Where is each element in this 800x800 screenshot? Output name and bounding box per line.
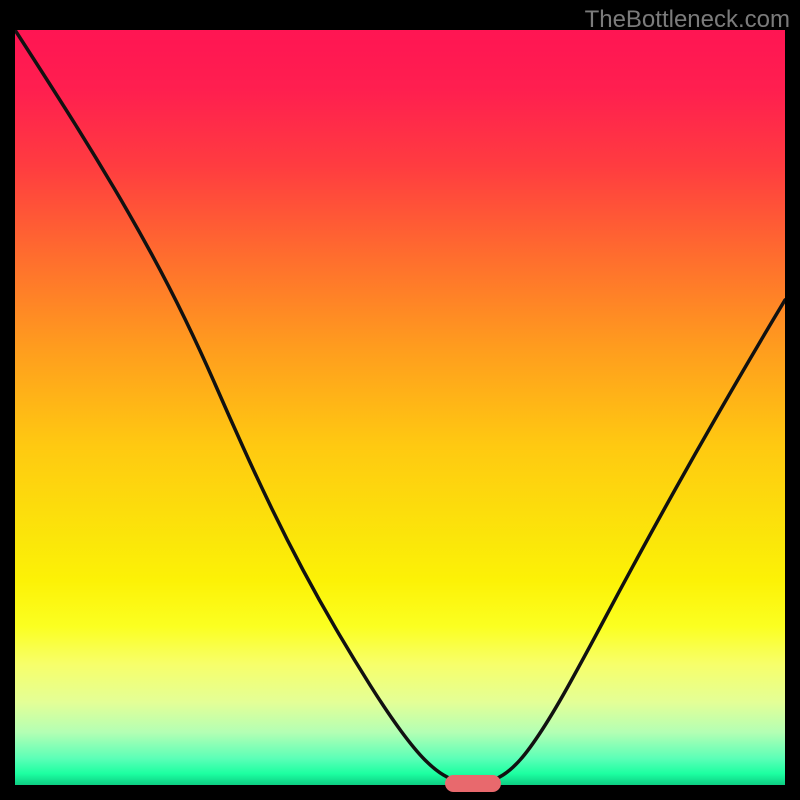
curve-layer <box>15 30 785 785</box>
plot-area <box>15 30 785 785</box>
optimal-marker <box>445 775 501 792</box>
bottleneck-curve <box>15 30 785 784</box>
chart-frame: TheBottleneck.com <box>0 0 800 800</box>
